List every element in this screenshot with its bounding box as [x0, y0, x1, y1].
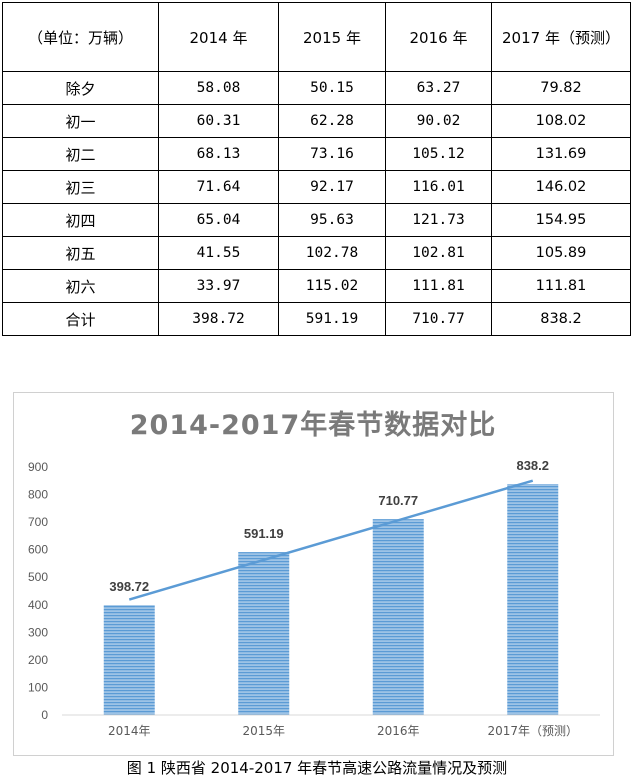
- table-cell: 146.02: [491, 170, 631, 204]
- table-row: 初六 33.97 115.02 111.81 111.81: [2, 269, 631, 303]
- table-header-row: （单位：万辆） 2014 年 2015 年 2016 年 2017 年（预测）: [2, 2, 631, 72]
- x-tick-label: 2015年: [242, 724, 285, 738]
- y-tick-label: 400: [28, 598, 48, 612]
- y-tick-label: 500: [28, 570, 48, 584]
- table-cell: 62.28: [278, 104, 386, 138]
- table-header-cell: 2015 年: [278, 2, 386, 72]
- y-tick-label: 900: [28, 460, 48, 474]
- bar: [507, 484, 559, 715]
- table-row: 除夕 58.08 50.15 63.27 79.82: [2, 71, 631, 105]
- x-tick-label: 2017年（预测）: [487, 724, 578, 738]
- bars: [103, 484, 559, 715]
- bar: [372, 519, 424, 715]
- chart-container: 2014-2017年春节数据对比 0 100 200 300 400 500 600 700 8…: [13, 392, 614, 756]
- data-labels: 398.72 591.19 710.77 838.2: [109, 458, 549, 594]
- table-row: 初一 60.31 62.28 90.02 108.02: [2, 104, 631, 138]
- figure-caption: 图 1 陕西省 2014-2017 年春节高速公路流量情况及预测: [126, 759, 508, 777]
- data-label: 710.77: [378, 493, 418, 508]
- table-cell: 95.63: [278, 203, 386, 237]
- table-row: 初二 68.13 73.16 105.12 131.69: [2, 137, 631, 171]
- table-row-label: 除夕: [2, 71, 159, 105]
- table-cell: 65.04: [158, 203, 279, 237]
- table-row: 合计 398.72 591.19 710.77 838.2: [2, 302, 631, 336]
- table-cell: 71.64: [158, 170, 279, 204]
- table-row-label: 合计: [2, 302, 159, 336]
- table-cell: 58.08: [158, 71, 279, 105]
- table-row: 初三 71.64 92.17 116.01 146.02: [2, 170, 631, 204]
- table-cell: 41.55: [158, 236, 279, 270]
- table-row: 初四 65.04 95.63 121.73 154.95: [2, 203, 631, 237]
- table-cell: 115.02: [278, 269, 386, 303]
- table-cell: 131.69: [491, 137, 631, 171]
- table-cell: 73.16: [278, 137, 386, 171]
- table-row-label: 初六: [2, 269, 159, 303]
- y-axis: 0 100 200 300 400 500 600 700 800 900: [28, 460, 48, 722]
- table-row: 初五 41.55 102.78 102.81 105.89: [2, 236, 631, 270]
- table-cell: 838.2: [491, 302, 631, 336]
- table-cell: 111.81: [491, 269, 631, 303]
- table-cell: 591.19: [278, 302, 386, 336]
- table-header-cell: （单位：万辆）: [2, 2, 159, 72]
- table-cell: 398.72: [158, 302, 279, 336]
- table-cell: 33.97: [158, 269, 279, 303]
- chart-title: 2014-2017年春节数据对比: [130, 409, 497, 441]
- table-cell: 710.77: [385, 302, 492, 336]
- table-cell: 121.73: [385, 203, 492, 237]
- table-cell: 68.13: [158, 137, 279, 171]
- table-row-label: 初五: [2, 236, 159, 270]
- table-row-label: 初三: [2, 170, 159, 204]
- y-tick-label: 200: [28, 653, 48, 667]
- y-tick-label: 600: [28, 543, 48, 557]
- trendline-group: [128, 479, 534, 601]
- table-cell: 108.02: [491, 104, 631, 138]
- data-label: 591.19: [244, 526, 284, 541]
- table-cell: 105.12: [385, 137, 492, 171]
- bar-chart: 2014-2017年春节数据对比 0 100 200 300 400 500 600 700 8…: [28, 409, 600, 738]
- table-cell: 90.02: [385, 104, 492, 138]
- trendline: [128, 479, 534, 601]
- table-header-cell: 2014 年: [158, 2, 279, 72]
- table-row-label: 初四: [2, 203, 159, 237]
- table-row-label: 初一: [2, 104, 159, 138]
- x-tick-label: 2014年: [108, 724, 151, 738]
- table-cell: 116.01: [385, 170, 492, 204]
- table-cell: 63.27: [385, 71, 492, 105]
- x-axis: 2014年 2015年 2016年 2017年（预测）: [62, 714, 600, 738]
- bar: [238, 552, 290, 715]
- table-cell: 111.81: [385, 269, 492, 303]
- table-cell: 50.15: [278, 71, 386, 105]
- table-cell: 60.31: [158, 104, 279, 138]
- table-cell: 92.17: [278, 170, 386, 204]
- table-row-label: 初二: [2, 137, 159, 171]
- y-tick-label: 800: [28, 488, 48, 502]
- y-tick-label: 700: [28, 515, 48, 529]
- table-cell: 102.81: [385, 236, 492, 270]
- table-cell: 105.89: [491, 236, 631, 270]
- traffic-table: （单位：万辆） 2014 年 2015 年 2016 年 2017 年（预测） 除夕 58.…: [2, 2, 631, 336]
- x-tick-label: 2016年: [377, 724, 420, 738]
- bar: [103, 605, 155, 715]
- data-label: 398.72: [109, 579, 149, 594]
- table-cell: 154.95: [491, 203, 631, 237]
- table-cell: 79.82: [491, 71, 631, 105]
- table-header-cell: 2016 年: [385, 2, 492, 72]
- y-tick-label: 100: [28, 680, 48, 694]
- table-body: （单位：万辆） 2014 年 2015 年 2016 年 2017 年（预测） 除夕 58.…: [2, 2, 631, 336]
- data-label: 838.2: [516, 458, 549, 473]
- y-tick-label: 0: [41, 708, 48, 722]
- y-tick-label: 300: [28, 625, 48, 639]
- table-cell: 102.78: [278, 236, 386, 270]
- table-header-cell: 2017 年（预测）: [491, 2, 631, 72]
